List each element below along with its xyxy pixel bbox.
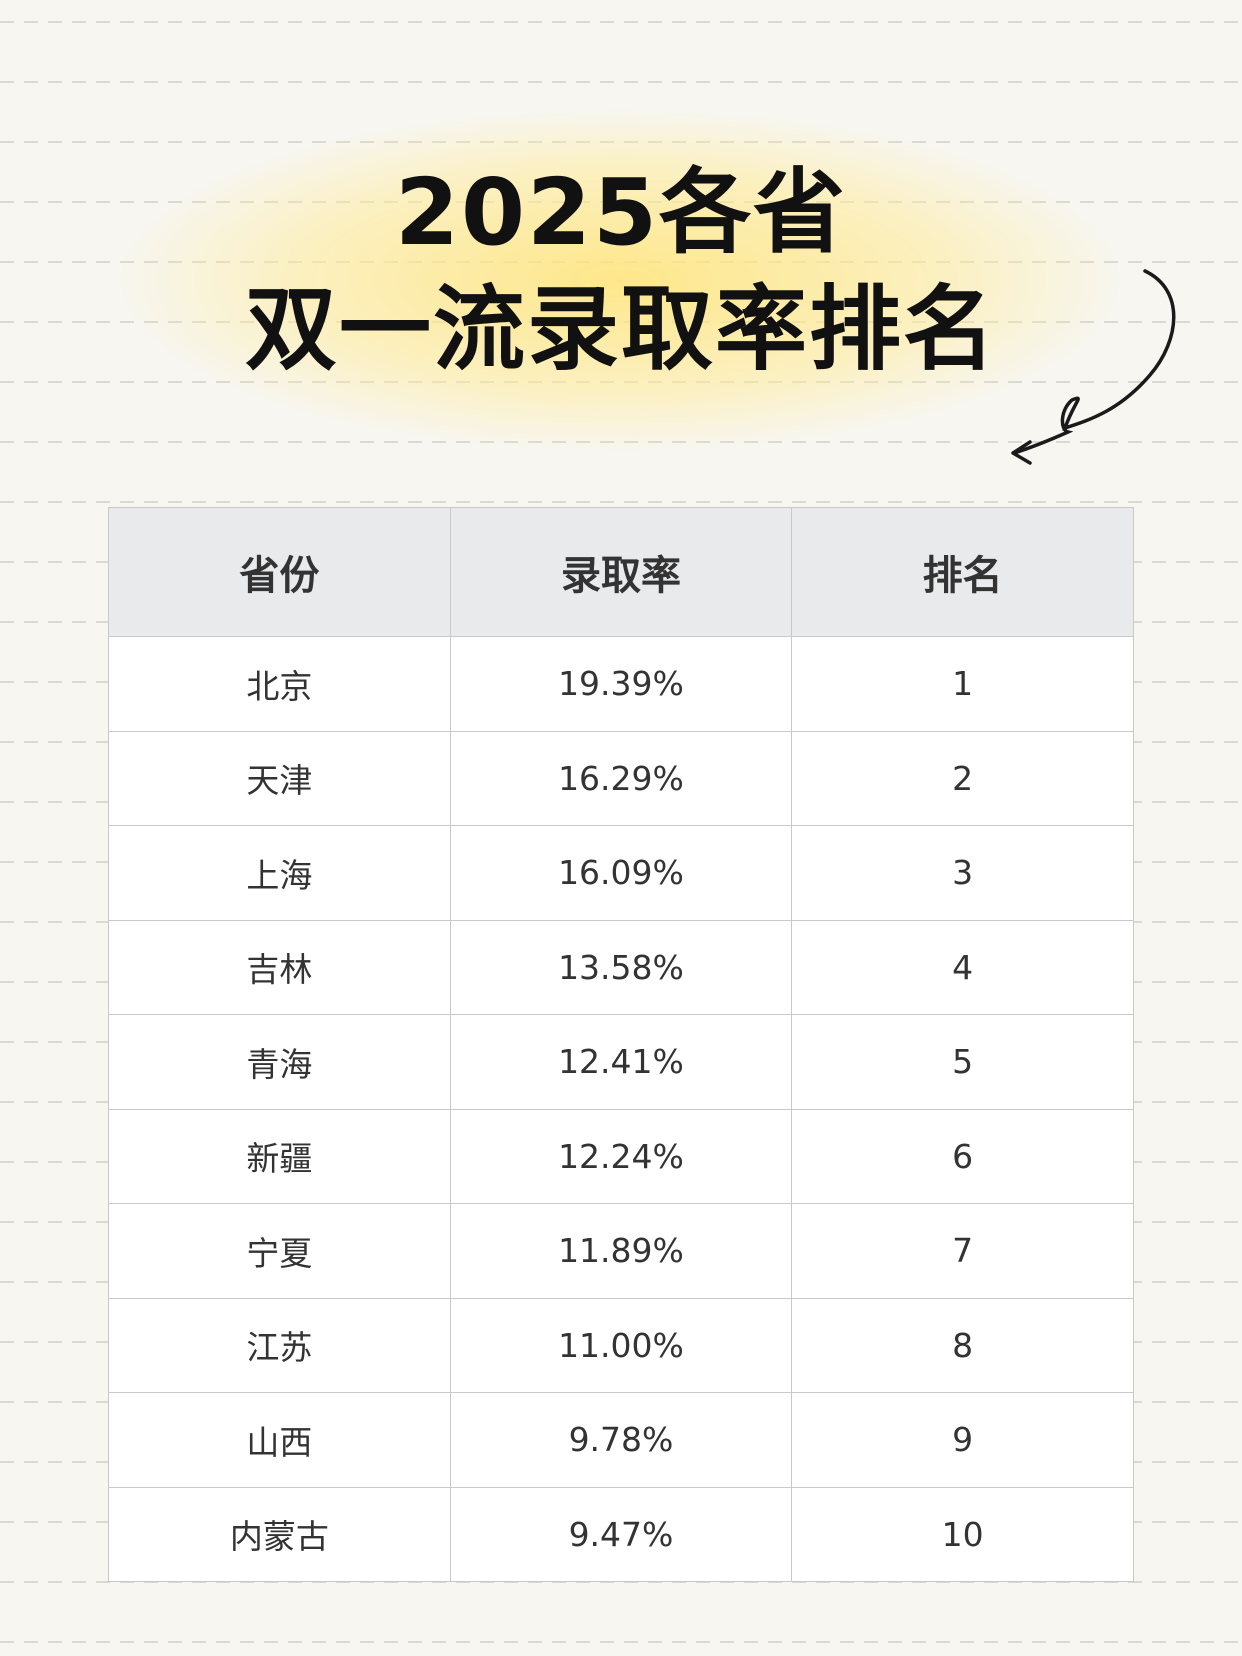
table-row: 上海 16.09% 3	[108, 825, 1134, 921]
table-row: 青海 12.41% 5	[108, 1014, 1134, 1110]
rank-cell: 8	[791, 1297, 1134, 1393]
title-highlight	[120, 110, 1120, 450]
rate-cell: 16.29%	[449, 730, 793, 826]
rate-cell: 9.78%	[449, 1392, 793, 1488]
rank-cell: 9	[791, 1392, 1134, 1488]
rank-cell: 6	[791, 1108, 1134, 1204]
rank-cell: 7	[791, 1203, 1134, 1299]
table-row: 内蒙古 9.47% 10	[108, 1486, 1134, 1582]
page-title-line-1: 2025各省	[394, 159, 848, 266]
province-cell: 吉林	[108, 919, 451, 1015]
header-rate: 录取率	[449, 507, 793, 637]
rate-cell: 11.00%	[449, 1297, 793, 1393]
province-cell: 上海	[108, 825, 451, 921]
province-cell: 北京	[108, 636, 451, 732]
page-title-line-2: 双一流录取率排名	[244, 276, 997, 383]
rate-cell: 13.58%	[449, 919, 793, 1015]
province-cell: 山西	[108, 1392, 451, 1488]
province-cell: 青海	[108, 1014, 451, 1110]
rank-cell: 4	[791, 919, 1134, 1015]
province-cell: 天津	[108, 730, 451, 826]
table-header-row: 省份 录取率 排名	[108, 507, 1134, 637]
rank-cell: 5	[791, 1014, 1134, 1110]
rate-cell: 11.89%	[449, 1203, 793, 1299]
table-row: 新疆 12.24% 6	[108, 1108, 1134, 1204]
rate-cell: 16.09%	[449, 825, 793, 921]
table-row: 山西 9.78% 9	[108, 1392, 1134, 1488]
table-row: 北京 19.39% 1	[108, 636, 1134, 732]
rate-cell: 12.24%	[449, 1108, 793, 1204]
rate-cell: 19.39%	[449, 636, 793, 732]
rate-cell: 12.41%	[449, 1014, 793, 1110]
table-row: 宁夏 11.89% 7	[108, 1203, 1134, 1299]
province-cell: 内蒙古	[108, 1486, 451, 1582]
rank-cell: 10	[791, 1486, 1134, 1582]
rank-cell: 1	[791, 636, 1134, 732]
rank-cell: 3	[791, 825, 1134, 921]
rank-cell: 2	[791, 730, 1134, 826]
province-cell: 江苏	[108, 1297, 451, 1393]
table-row: 江苏 11.00% 8	[108, 1297, 1134, 1393]
province-cell: 宁夏	[108, 1203, 451, 1299]
header-rank: 排名	[791, 507, 1134, 637]
ranking-table: 省份 录取率 排名 北京 19.39% 1 天津 16.29% 2 上海 16.09% 3 吉林 1…	[108, 507, 1134, 1582]
curly-arrow-icon	[1011, 269, 1176, 465]
province-cell: 新疆	[108, 1108, 451, 1204]
table-row: 吉林 13.58% 4	[108, 919, 1134, 1015]
rate-cell: 9.47%	[449, 1486, 793, 1582]
table-row: 天津 16.29% 2	[108, 730, 1134, 826]
header-province: 省份	[108, 507, 451, 637]
